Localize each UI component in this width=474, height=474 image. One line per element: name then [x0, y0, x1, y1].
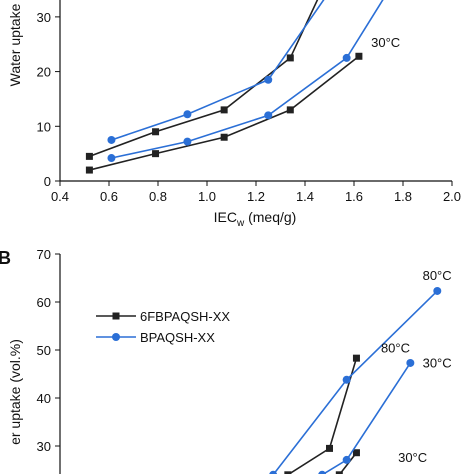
panel-b-y-tick-label: 50	[37, 343, 51, 358]
panel-a-data-point	[152, 128, 160, 136]
panel-a-data-point	[355, 52, 363, 60]
panel-a-data-point	[286, 106, 294, 114]
panel-a-data-point	[107, 154, 116, 163]
panel-a-data-point	[342, 53, 351, 62]
panel-a-x-tick-label: 1.6	[345, 189, 363, 204]
panel-a-data-point	[220, 133, 228, 141]
panel-a-data-point	[183, 137, 192, 146]
panel-b-y-tick-label: 70	[37, 247, 51, 262]
panel-a-x-tick-label: 2.0	[443, 189, 461, 204]
panel-a-x-tick-label: 1.0	[198, 189, 216, 204]
panel-b-legend-marker	[112, 333, 120, 341]
panel-a-data-point	[264, 111, 273, 120]
panel-a-x-tick-label: 1.2	[247, 189, 265, 204]
panel-b-y-tick-label: 40	[37, 391, 51, 406]
panel-b-data-point	[284, 471, 292, 474]
panel-b-data-point	[342, 375, 351, 384]
panel-a-x-tick-label: 1.4	[296, 189, 314, 204]
panel-b-data-point	[342, 455, 351, 464]
panel-a-annotations: 30°C	[371, 35, 400, 50]
panel-a-x-tick-label: 1.8	[394, 189, 412, 204]
panel-b-annotation: 30°C	[423, 355, 452, 370]
panel-b-data-point	[352, 449, 360, 457]
panel-a-axes	[59, 0, 452, 182]
panel-b-legend-label: BPAQSH-XX	[140, 330, 215, 345]
panel-a-y-tick-label: 30	[37, 10, 51, 25]
panel-a-data-point	[107, 135, 116, 144]
panel-b-annotations: 80°C 80°C 30°C 30°C	[381, 268, 452, 465]
panel-b-data-point	[269, 470, 278, 474]
panel-b-annotation: 30°C	[398, 450, 427, 465]
panel-b-data-point	[326, 444, 333, 452]
panel-a-data-point	[264, 75, 273, 84]
panel-a-data-point	[220, 106, 228, 114]
panel-a-data-point	[183, 110, 192, 119]
panel-b-annotation: 80°C	[381, 340, 410, 355]
panel-a-data-point	[152, 150, 160, 158]
panel-a-x-tick-label: 0.6	[100, 189, 118, 204]
panel-a-ticks: 0.4 0.6 0.8 1.0 1.2 1.4 1.6 1.8 2.0 0 10 20 30	[37, 10, 462, 204]
panel-a-series-line	[111, 0, 325, 141]
panel-a-y-tick-label: 20	[37, 65, 51, 80]
panel-b-data-point	[433, 286, 442, 295]
panel-a-x-axis-label: IECw (meq/g)	[214, 209, 297, 229]
panel-a-y-tick-label: 10	[37, 119, 51, 134]
panel-b-y-axis-label: er uptake (vol.%)	[7, 339, 23, 445]
panel-b-series-line	[338, 452, 358, 474]
panel-a-data-point	[286, 54, 294, 62]
panel-a-x-tick-label: 0.4	[51, 189, 69, 204]
panel-a-data-point	[85, 166, 93, 174]
panel-a-series-line	[89, 0, 319, 158]
panel-a-y-axis-label: Water uptake	[7, 3, 23, 86]
panel-b-data-point	[406, 358, 415, 367]
panel-b-data-point	[318, 470, 327, 474]
panel-b-y-tick-label: 30	[37, 439, 51, 454]
panel-b-series	[269, 286, 442, 474]
panel-b: B 30 40 50 60 70 80°C 80°C 30°C 30°C 6FBPAQSH-X…	[0, 247, 452, 474]
panel-b-legend-label: 6FBPAQSH-XX	[140, 309, 230, 324]
panel-b-data-point	[335, 471, 343, 474]
panel-b-ticks: 30 40 50 60 70	[37, 247, 60, 454]
panel-b-legend: 6FBPAQSH-XX BPAQSH-XX	[96, 309, 230, 345]
panel-a-x-tick-label: 0.8	[149, 189, 167, 204]
panel-b-data-point	[352, 354, 360, 362]
panel-b-annotation: 80°C	[423, 268, 452, 283]
panel-a-series	[85, 0, 384, 174]
panel-a-annotation: 30°C	[371, 35, 400, 50]
panel-a-data-point	[85, 152, 93, 160]
panel-b-y-tick-label: 60	[37, 295, 51, 310]
panel-b-legend-marker	[112, 312, 120, 320]
panel-b-letter: B	[0, 248, 11, 268]
panel-a-y-tick-label: 0	[44, 174, 51, 189]
